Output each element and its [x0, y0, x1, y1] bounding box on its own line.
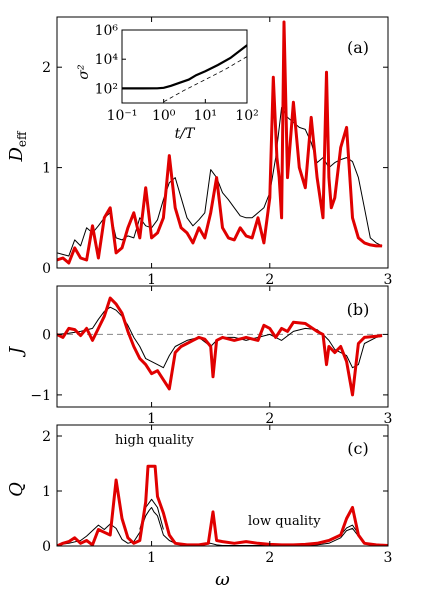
- axes-frame: [56, 424, 389, 547]
- inset-x-tick-label: 10⁻¹: [107, 108, 138, 124]
- x-tick-label: 3: [384, 272, 393, 288]
- annotation-high-quality: high quality: [115, 433, 194, 448]
- inset-y-axis-label: σ²: [76, 64, 92, 80]
- inset-series-group: [122, 44, 247, 103]
- inset-x-tick-label: 10⁰: [152, 108, 176, 124]
- axes-frame: [56, 16, 389, 269]
- black-series-line-0: [57, 507, 388, 546]
- y-tick-label: 2: [42, 429, 51, 445]
- x-tick-label: 2: [265, 411, 274, 427]
- panel-label: (a): [347, 38, 369, 57]
- black-series-line-2: [340, 524, 359, 536]
- series-group: [57, 296, 383, 397]
- axes-frame: [56, 285, 389, 408]
- inset-solid-line: [122, 44, 247, 90]
- series-group: [57, 464, 388, 546]
- y-tick-label: 0: [42, 327, 51, 343]
- y-tick-label: 1: [42, 161, 51, 177]
- series-group: [57, 20, 383, 265]
- x-tick-label: 1: [147, 411, 156, 427]
- inset-x-tick-label: 10²: [235, 108, 258, 124]
- inset-frame: [121, 29, 248, 104]
- black-series-line-0: [57, 106, 383, 257]
- x-tick-label: 2: [265, 272, 274, 288]
- y-tick-label: 1: [42, 484, 51, 500]
- inset-x-axis-label: t/T: [175, 126, 196, 142]
- panel-a: 1 2 3 0 1 2 (a) Deff: [6, 16, 393, 288]
- x-tick-label: 2: [265, 550, 274, 566]
- y-axis-label: Q: [6, 482, 27, 497]
- y-tick-label: 0: [42, 261, 51, 277]
- inset-y-tick-label: 10²: [95, 81, 118, 97]
- y-axis-label: Deff: [6, 130, 29, 163]
- inset-background: [122, 30, 247, 103]
- inset-x-tick-label: 10¹: [194, 108, 217, 124]
- panel-label: (c): [347, 439, 368, 458]
- red-series-line-1: [57, 296, 383, 397]
- x-axis-label: ω: [215, 569, 230, 590]
- inset-y-tick-label: 10⁴: [95, 52, 119, 68]
- y-tick-label: −1: [30, 388, 51, 404]
- panel-b: 1 2 3 −1 0 (b) J: [6, 285, 393, 427]
- inset-chart: 10⁻¹ 10⁰ 10¹ 10² 10² 10⁴ 10⁶ t/T σ²: [76, 23, 259, 142]
- red-series-line-1: [57, 20, 383, 265]
- x-tick-label: 3: [384, 550, 393, 566]
- x-tick-label: 1: [147, 272, 156, 288]
- annotation-low-quality: low quality: [248, 514, 321, 529]
- panel-c: 1 2 3 0 1 2 (c) Qω high quality low quality: [6, 424, 393, 590]
- x-tick-label: 3: [384, 411, 393, 427]
- y-tick-label: 0: [42, 539, 51, 555]
- panel-label: (b): [347, 300, 370, 319]
- red-series-line-3: [57, 464, 388, 546]
- y-tick-label: 2: [42, 60, 51, 76]
- x-tick-label: 1: [147, 550, 156, 566]
- inset-y-tick-label: 10⁶: [95, 23, 119, 39]
- inset-dashed-fit-line: [163, 56, 247, 103]
- y-axis-label: J: [6, 345, 27, 358]
